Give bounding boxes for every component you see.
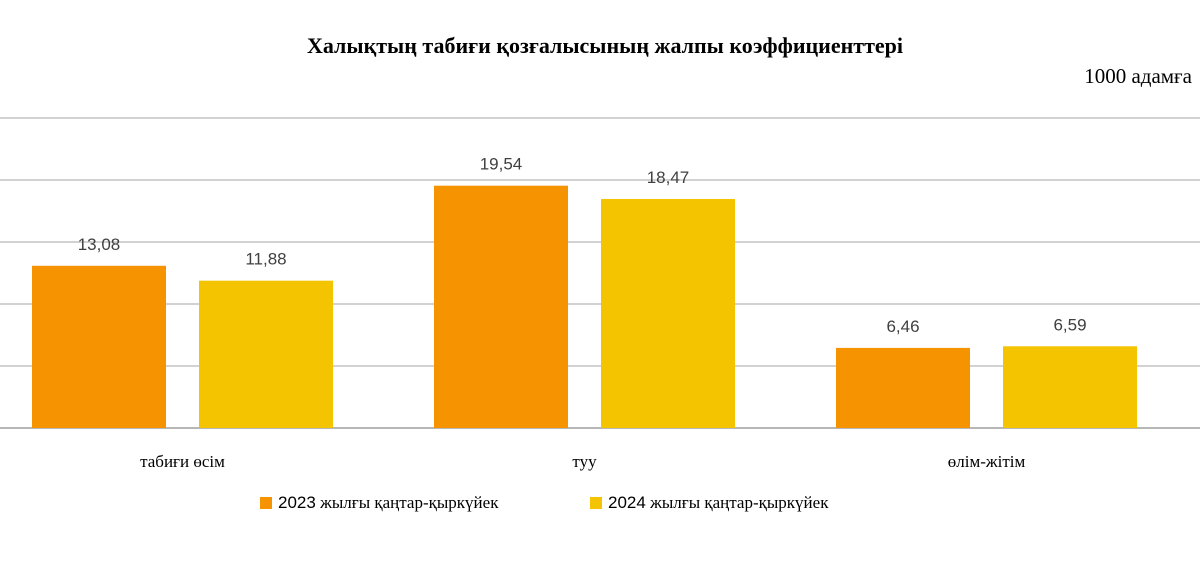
unit-label: 1000 адамға bbox=[1084, 64, 1192, 88]
data-label-2024-3: 6,59 bbox=[1053, 315, 1086, 334]
bar-2024-2 bbox=[601, 198, 735, 428]
chart-title: Халықтың табиғи қозғалысының жалпы коэфф… bbox=[306, 33, 904, 58]
category-label-2: туу bbox=[572, 452, 597, 471]
bar-2023-2 bbox=[434, 185, 568, 428]
legend-year-2024: 2024 bbox=[608, 493, 646, 512]
data-label-2024-1: 11,88 bbox=[245, 250, 286, 269]
bar-2023-3 bbox=[836, 347, 970, 428]
data-label-2023-1: 13,08 bbox=[78, 235, 121, 254]
category-label-1: табиғи өсім bbox=[140, 452, 225, 471]
category-label-3: өлім-жітім bbox=[948, 452, 1026, 471]
legend-year-2023: 2023 bbox=[278, 493, 316, 512]
data-label-2024-2: 18,47 bbox=[647, 168, 690, 187]
legend-label-2023: жылғы қаңтар-қыркүйек bbox=[320, 493, 499, 512]
legend-label-2024: жылғы қаңтар-қыркүйек bbox=[650, 493, 829, 512]
data-label-2023-2: 19,54 bbox=[480, 155, 523, 174]
bar-2024-3 bbox=[1003, 346, 1137, 428]
legend-swatch-2024 bbox=[590, 497, 602, 509]
data-label-2023-3: 6,46 bbox=[886, 317, 919, 336]
legend-item-2024: 2024 жылғы қаңтар-қыркүйек bbox=[590, 493, 828, 513]
bar-2024-1 bbox=[199, 280, 333, 428]
legend-item-2023: 2023 жылғы қаңтар-қыркүйек bbox=[260, 493, 498, 513]
bar-2023-1 bbox=[32, 265, 166, 428]
legend-swatch-2023 bbox=[260, 497, 272, 509]
